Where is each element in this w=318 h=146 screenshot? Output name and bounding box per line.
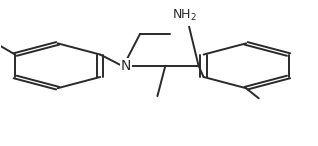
Text: N: N bbox=[121, 59, 131, 73]
Text: NH$_2$: NH$_2$ bbox=[172, 8, 197, 23]
